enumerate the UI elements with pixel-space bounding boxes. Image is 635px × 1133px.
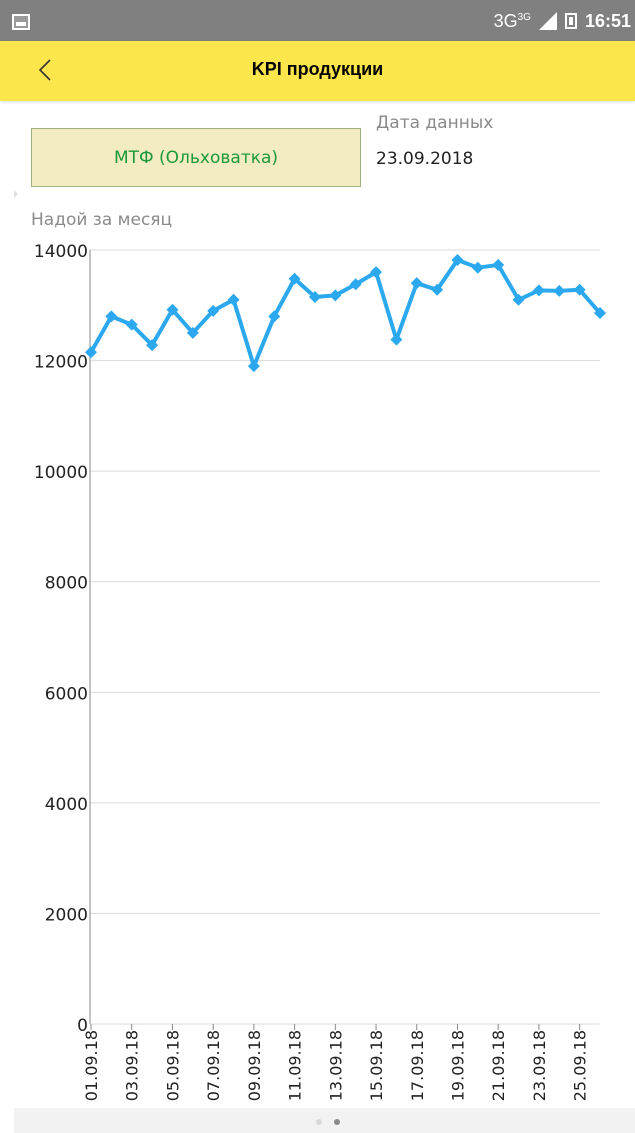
data-point[interactable] <box>349 278 362 291</box>
y-tick-label: 4000 <box>45 795 88 815</box>
y-tick-label: 8000 <box>45 574 88 594</box>
chart-grid <box>90 249 600 1025</box>
x-tick-label: 07.09.18 <box>204 1030 223 1101</box>
y-tick-label: 6000 <box>45 684 88 704</box>
data-point[interactable] <box>308 290 321 303</box>
farm-select-button[interactable]: МТФ (Ольховатка) <box>31 128 361 187</box>
data-point[interactable] <box>166 303 179 316</box>
page-title: KPI продукции <box>251 59 384 79</box>
data-point[interactable] <box>207 304 220 317</box>
data-point[interactable] <box>471 261 484 274</box>
status-bar: 3G3G 16:51 <box>0 0 635 41</box>
x-tick-label: 05.09.18 <box>163 1030 182 1101</box>
back-button[interactable] <box>30 55 60 85</box>
data-date-label: Дата данных <box>376 113 494 133</box>
x-tick-label: 03.09.18 <box>123 1030 142 1101</box>
footer-bar <box>14 1108 635 1133</box>
data-point[interactable] <box>288 272 301 285</box>
data-point[interactable] <box>512 293 525 306</box>
series-line <box>89 257 602 369</box>
x-tick-label: 01.09.18 <box>82 1030 101 1101</box>
data-point[interactable] <box>492 258 505 271</box>
gallery-notification-icon <box>12 14 30 30</box>
data-point[interactable] <box>370 266 383 279</box>
page-dot-2[interactable] <box>334 1119 340 1125</box>
milk-yield-chart: 0 2000 4000 6000 8000 10000 12000 14000 01.09.1… <box>34 242 606 1101</box>
x-tick-label: 11.09.18 <box>286 1030 305 1101</box>
y-axis: 0 2000 4000 6000 8000 10000 12000 14000 <box>34 242 91 1036</box>
data-point[interactable] <box>594 307 606 320</box>
page-indicator <box>316 1119 340 1125</box>
scroll-hint-icon <box>14 190 18 198</box>
data-point[interactable] <box>329 289 342 302</box>
signal-icon <box>538 12 557 30</box>
data-point[interactable] <box>227 293 240 306</box>
data-point[interactable] <box>553 284 566 297</box>
y-tick-label: 2000 <box>45 905 88 925</box>
data-point[interactable] <box>532 284 545 297</box>
y-tick-label: 12000 <box>34 353 88 373</box>
data-point[interactable] <box>105 310 118 323</box>
y-tick-label: 10000 <box>34 463 88 483</box>
x-tick-label: 19.09.18 <box>448 1030 467 1101</box>
x-tick-label: 17.09.18 <box>408 1030 427 1101</box>
status-time: 16:51 <box>584 10 631 31</box>
x-tick-label: 09.09.18 <box>245 1030 264 1101</box>
network-sup: 3G <box>517 11 531 23</box>
page-dot-1[interactable] <box>316 1119 322 1125</box>
data-point[interactable] <box>410 277 423 290</box>
x-tick-label: 13.09.18 <box>326 1030 345 1101</box>
data-point[interactable] <box>146 339 159 352</box>
x-tick-label: 23.09.18 <box>530 1030 549 1101</box>
x-axis: 01.09.18 03.09.18 05.09.18 07.09.18 09.09.18… <box>82 1023 600 1101</box>
chevron-left-icon <box>38 59 51 81</box>
data-point[interactable] <box>186 326 199 339</box>
network-type: 3G3G <box>494 11 531 32</box>
data-date-value: 23.09.2018 <box>376 149 474 169</box>
y-tick-label: 14000 <box>34 242 88 262</box>
data-point[interactable] <box>247 360 260 373</box>
chart-title: Надой за месяц <box>31 210 173 230</box>
x-tick-label: 15.09.18 <box>367 1030 386 1101</box>
data-point[interactable] <box>85 346 97 359</box>
x-tick-label: 25.09.18 <box>571 1030 590 1101</box>
y-tick-label: 0 <box>77 1016 88 1036</box>
top-app-bar: KPI продукции <box>0 41 635 101</box>
x-tick-label: 21.09.18 <box>489 1030 508 1101</box>
data-point[interactable] <box>390 333 403 346</box>
data-point[interactable] <box>573 283 586 296</box>
data-point[interactable] <box>431 283 444 296</box>
chart-series <box>85 253 606 373</box>
network-label: 3G <box>493 10 518 31</box>
data-point[interactable] <box>268 310 281 323</box>
data-point[interactable] <box>451 253 464 266</box>
sim-icon <box>564 13 577 29</box>
data-point[interactable] <box>125 318 138 331</box>
status-right: 3G3G 16:51 <box>494 9 631 33</box>
